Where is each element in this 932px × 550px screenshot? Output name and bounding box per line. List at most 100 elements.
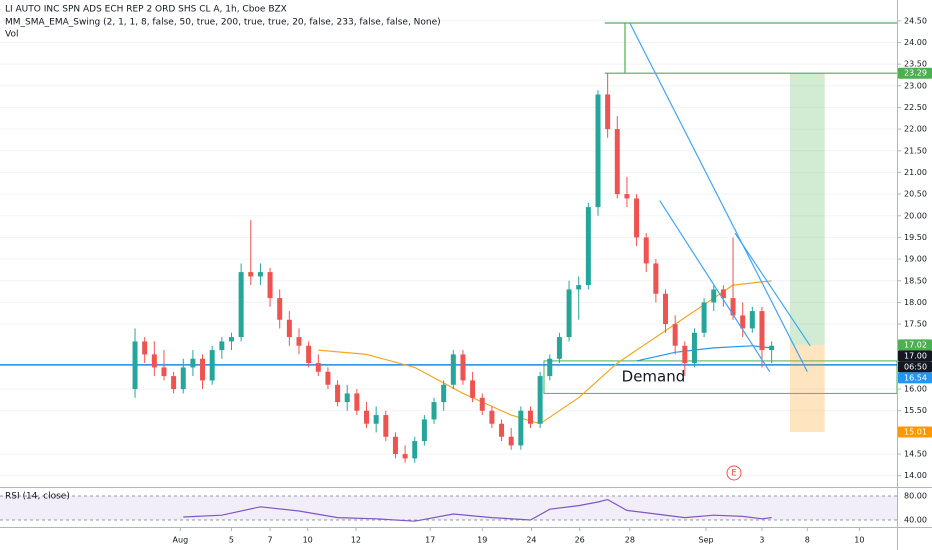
earnings-marker[interactable]: E <box>731 469 737 479</box>
candle-body <box>537 376 543 424</box>
rsi-tick-label: 80.00 <box>904 491 927 500</box>
rsi-band <box>0 495 897 520</box>
candle-body <box>364 410 370 424</box>
x-tick-label: 12 <box>351 536 361 545</box>
rsi-tick-label: 40.00 <box>904 515 927 524</box>
price-badge <box>898 67 932 79</box>
indicator-label: MM_SMA_EMA_Swing (2, 1, 1, 8, false, 50,… <box>5 18 441 28</box>
candle-body <box>335 384 341 403</box>
x-tick-label: 24 <box>526 536 536 545</box>
candle-body <box>209 350 215 381</box>
candle-body <box>730 298 736 316</box>
candle-body <box>614 129 620 195</box>
y-tick-label: 21.50 <box>904 146 927 155</box>
y-tick-label: 24.00 <box>904 38 927 47</box>
candle-body <box>296 337 302 346</box>
price-badge <box>898 426 932 438</box>
x-tick-label: 19 <box>477 536 487 545</box>
x-tick-label: Aug <box>173 536 189 545</box>
candle-body <box>518 410 524 446</box>
candle-body <box>450 354 456 385</box>
candle-body <box>431 402 437 420</box>
moving-average <box>636 345 772 362</box>
earnings-badge[interactable] <box>726 465 742 481</box>
candle-body <box>624 194 630 199</box>
y-tick-label: 14.00 <box>904 471 927 480</box>
candle-body <box>421 419 427 442</box>
candle-body <box>605 94 611 130</box>
candle-body <box>151 354 157 368</box>
y-tick-label: 23.50 <box>904 60 927 69</box>
y-tick-label: 24.50 <box>904 16 927 25</box>
candle-body <box>142 341 148 355</box>
candle-body <box>228 337 234 342</box>
x-tick-label: Sep <box>698 536 713 545</box>
price-badge-label: 17.02 <box>904 340 927 349</box>
volume-label: Vol <box>5 30 18 40</box>
candle-body <box>595 94 601 208</box>
candle-body <box>701 302 707 333</box>
candle-body <box>720 289 726 299</box>
candle-body <box>373 415 379 424</box>
rsi-line <box>183 498 772 522</box>
candle-body <box>585 207 591 286</box>
y-tick-label: 22.00 <box>904 125 927 134</box>
candle-body <box>190 358 196 368</box>
candle-body <box>306 345 312 364</box>
y-tick-label: 17.50 <box>904 320 927 329</box>
candle-body <box>200 358 206 381</box>
y-tick-label: 18.50 <box>904 276 927 285</box>
candle-body <box>489 410 495 424</box>
candle-body <box>286 319 292 338</box>
y-tick-label: 22.50 <box>904 103 927 112</box>
candle-body <box>132 341 138 390</box>
price-badge <box>898 361 932 373</box>
candle-body <box>267 272 273 299</box>
candle-body <box>161 367 167 377</box>
moving-average <box>318 280 772 425</box>
candle-body <box>412 441 418 459</box>
candle-body <box>691 332 697 364</box>
y-tick-label: 14.50 <box>904 450 927 459</box>
candle-body <box>383 415 389 437</box>
candle-body <box>344 393 350 403</box>
candle-body <box>547 358 553 377</box>
demand-label: Demand <box>622 368 686 386</box>
candle-body <box>238 272 244 338</box>
candle-body <box>479 397 485 411</box>
candle-body <box>566 289 572 338</box>
candle-body <box>219 341 225 351</box>
candle-body <box>508 436 514 446</box>
candle-body <box>634 198 640 238</box>
candle-body <box>325 371 331 385</box>
candle-body <box>402 454 408 459</box>
price-badge <box>898 339 932 351</box>
price-badge-label: 15.01 <box>904 427 927 436</box>
axes: 14.00 14.50 15.50 16.00 17.50 18.00 18.50 19.00… <box>173 16 932 545</box>
candle-body <box>470 380 476 398</box>
candle-body <box>248 272 254 277</box>
x-tick-label: 10 <box>854 536 864 545</box>
y-tick-label: 21.00 <box>904 168 927 177</box>
candle-body <box>663 293 669 325</box>
candle-body <box>354 393 360 411</box>
x-tick-label: 5 <box>229 536 234 545</box>
chart-title: LI AUTO INC SPN ADS ECH REP 2 ORD SHS CL… <box>5 5 287 15</box>
x-tick-label: 3 <box>759 536 764 545</box>
candle-body <box>556 337 562 359</box>
y-tick-label: 18.00 <box>904 298 927 307</box>
y-tick-label: 16.00 <box>904 385 927 394</box>
demand-zone <box>543 360 897 394</box>
price-badge-label: 23.29 <box>904 69 927 78</box>
candle-body <box>643 237 649 264</box>
x-tick-label: 26 <box>575 536 585 545</box>
candle-body <box>441 384 447 403</box>
price-badge-label: 06:50 <box>904 362 927 371</box>
trend-drawing <box>629 22 808 372</box>
candle-body <box>460 354 466 381</box>
y-tick-label: 20.50 <box>904 190 927 199</box>
x-tick-label: 8 <box>805 536 810 545</box>
y-tick-label: 19.00 <box>904 255 927 264</box>
